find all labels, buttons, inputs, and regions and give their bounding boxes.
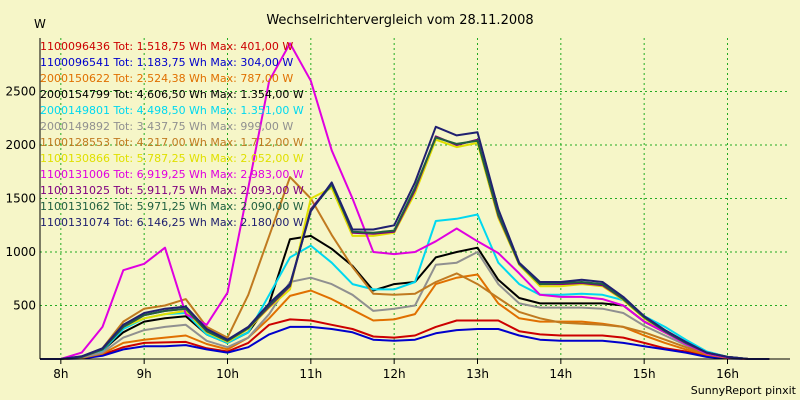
- legend-entry-1100130866: 1100130866 Tot: 5.787,25 Wh Max: 2.052,0…: [40, 152, 304, 165]
- y-tick-label-4: 2500: [5, 85, 36, 99]
- legend-entry-1100131006: 1100131006 Tot: 6.919,25 Wh Max: 2.983,0…: [40, 168, 304, 181]
- series-line-1100131074: [40, 125, 770, 360]
- series-line-1100096436: [40, 318, 770, 360]
- legend-entry-2000154799: 2000154799 Tot: 4.606,50 Wh Max: 1.354,0…: [40, 88, 304, 101]
- series-line-1100096541: [40, 325, 770, 360]
- chart-title: Wechselrichtervergleich vom 28.11.2008: [266, 13, 533, 28]
- y-tick-label-3: 2000: [5, 138, 36, 152]
- series-line-1100131006: [40, 42, 770, 360]
- x-tick-label-1: 9h: [137, 367, 152, 381]
- y-tick-label-1: 1000: [5, 245, 36, 259]
- series-line-1100128553: [40, 176, 770, 360]
- y-tick-label-2: 1500: [5, 192, 36, 206]
- x-tick-label-0: 8h: [53, 367, 68, 381]
- series-line-2000150622: [40, 273, 770, 360]
- legend-entry-1100131025: 1100131025 Tot: 5.911,75 Wh Max: 2.093,0…: [40, 184, 304, 197]
- legend-entry-1100131062: 1100131062 Tot: 5.971,25 Wh Max: 2.090,0…: [40, 200, 304, 213]
- x-tick-label-6: 14h: [549, 367, 572, 381]
- axes: [39, 38, 790, 364]
- x-tick-label-5: 13h: [466, 367, 489, 381]
- x-tick-labels: 8h 9h 10h 11h 12h 13h 14h 15h 16h: [53, 367, 739, 381]
- x-tick-label-4: 12h: [383, 367, 406, 381]
- legend: 1100096436 Tot: 1.518,75 Wh Max: 401,00 …: [40, 40, 304, 229]
- series-line-2000149892: [40, 251, 770, 360]
- y-tick-label-0: 500: [13, 299, 36, 313]
- series-lines: [40, 42, 770, 360]
- x-tick-label-2: 10h: [216, 367, 239, 381]
- legend-entry-2000150622: 2000150622 Tot: 2.524,38 Wh Max: 787,00 …: [40, 72, 293, 85]
- legend-entry-1100131074: 1100131074 Tot: 6.146,25 Wh Max: 2.180,0…: [40, 216, 304, 229]
- legend-entry-1100096436: 1100096436 Tot: 1.518,75 Wh Max: 401,00 …: [40, 40, 293, 53]
- x-tick-label-7: 15h: [633, 367, 656, 381]
- footer-credit: SunnyReport pinxit: [691, 384, 797, 397]
- legend-entry-2000149801: 2000149801 Tot: 4.498,50 Wh Max: 1.351,0…: [40, 104, 304, 117]
- legend-entry-2000149892: 2000149892 Tot: 3.437,75 Wh Max: 999,00 …: [40, 120, 293, 133]
- x-tick-label-3: 11h: [299, 367, 322, 381]
- x-tick-label-8: 16h: [716, 367, 739, 381]
- y-tick-labels: 500 1000 1500 2000 2500: [5, 85, 36, 313]
- legend-entry-1100128553: 1100128553 Tot: 4.217,00 Wh Max: 1.712,0…: [40, 136, 304, 149]
- legend-entry-1100096541: 1100096541 Tot: 1.183,75 Wh Max: 304,00 …: [40, 56, 293, 69]
- y-axis-label: W: [34, 17, 46, 31]
